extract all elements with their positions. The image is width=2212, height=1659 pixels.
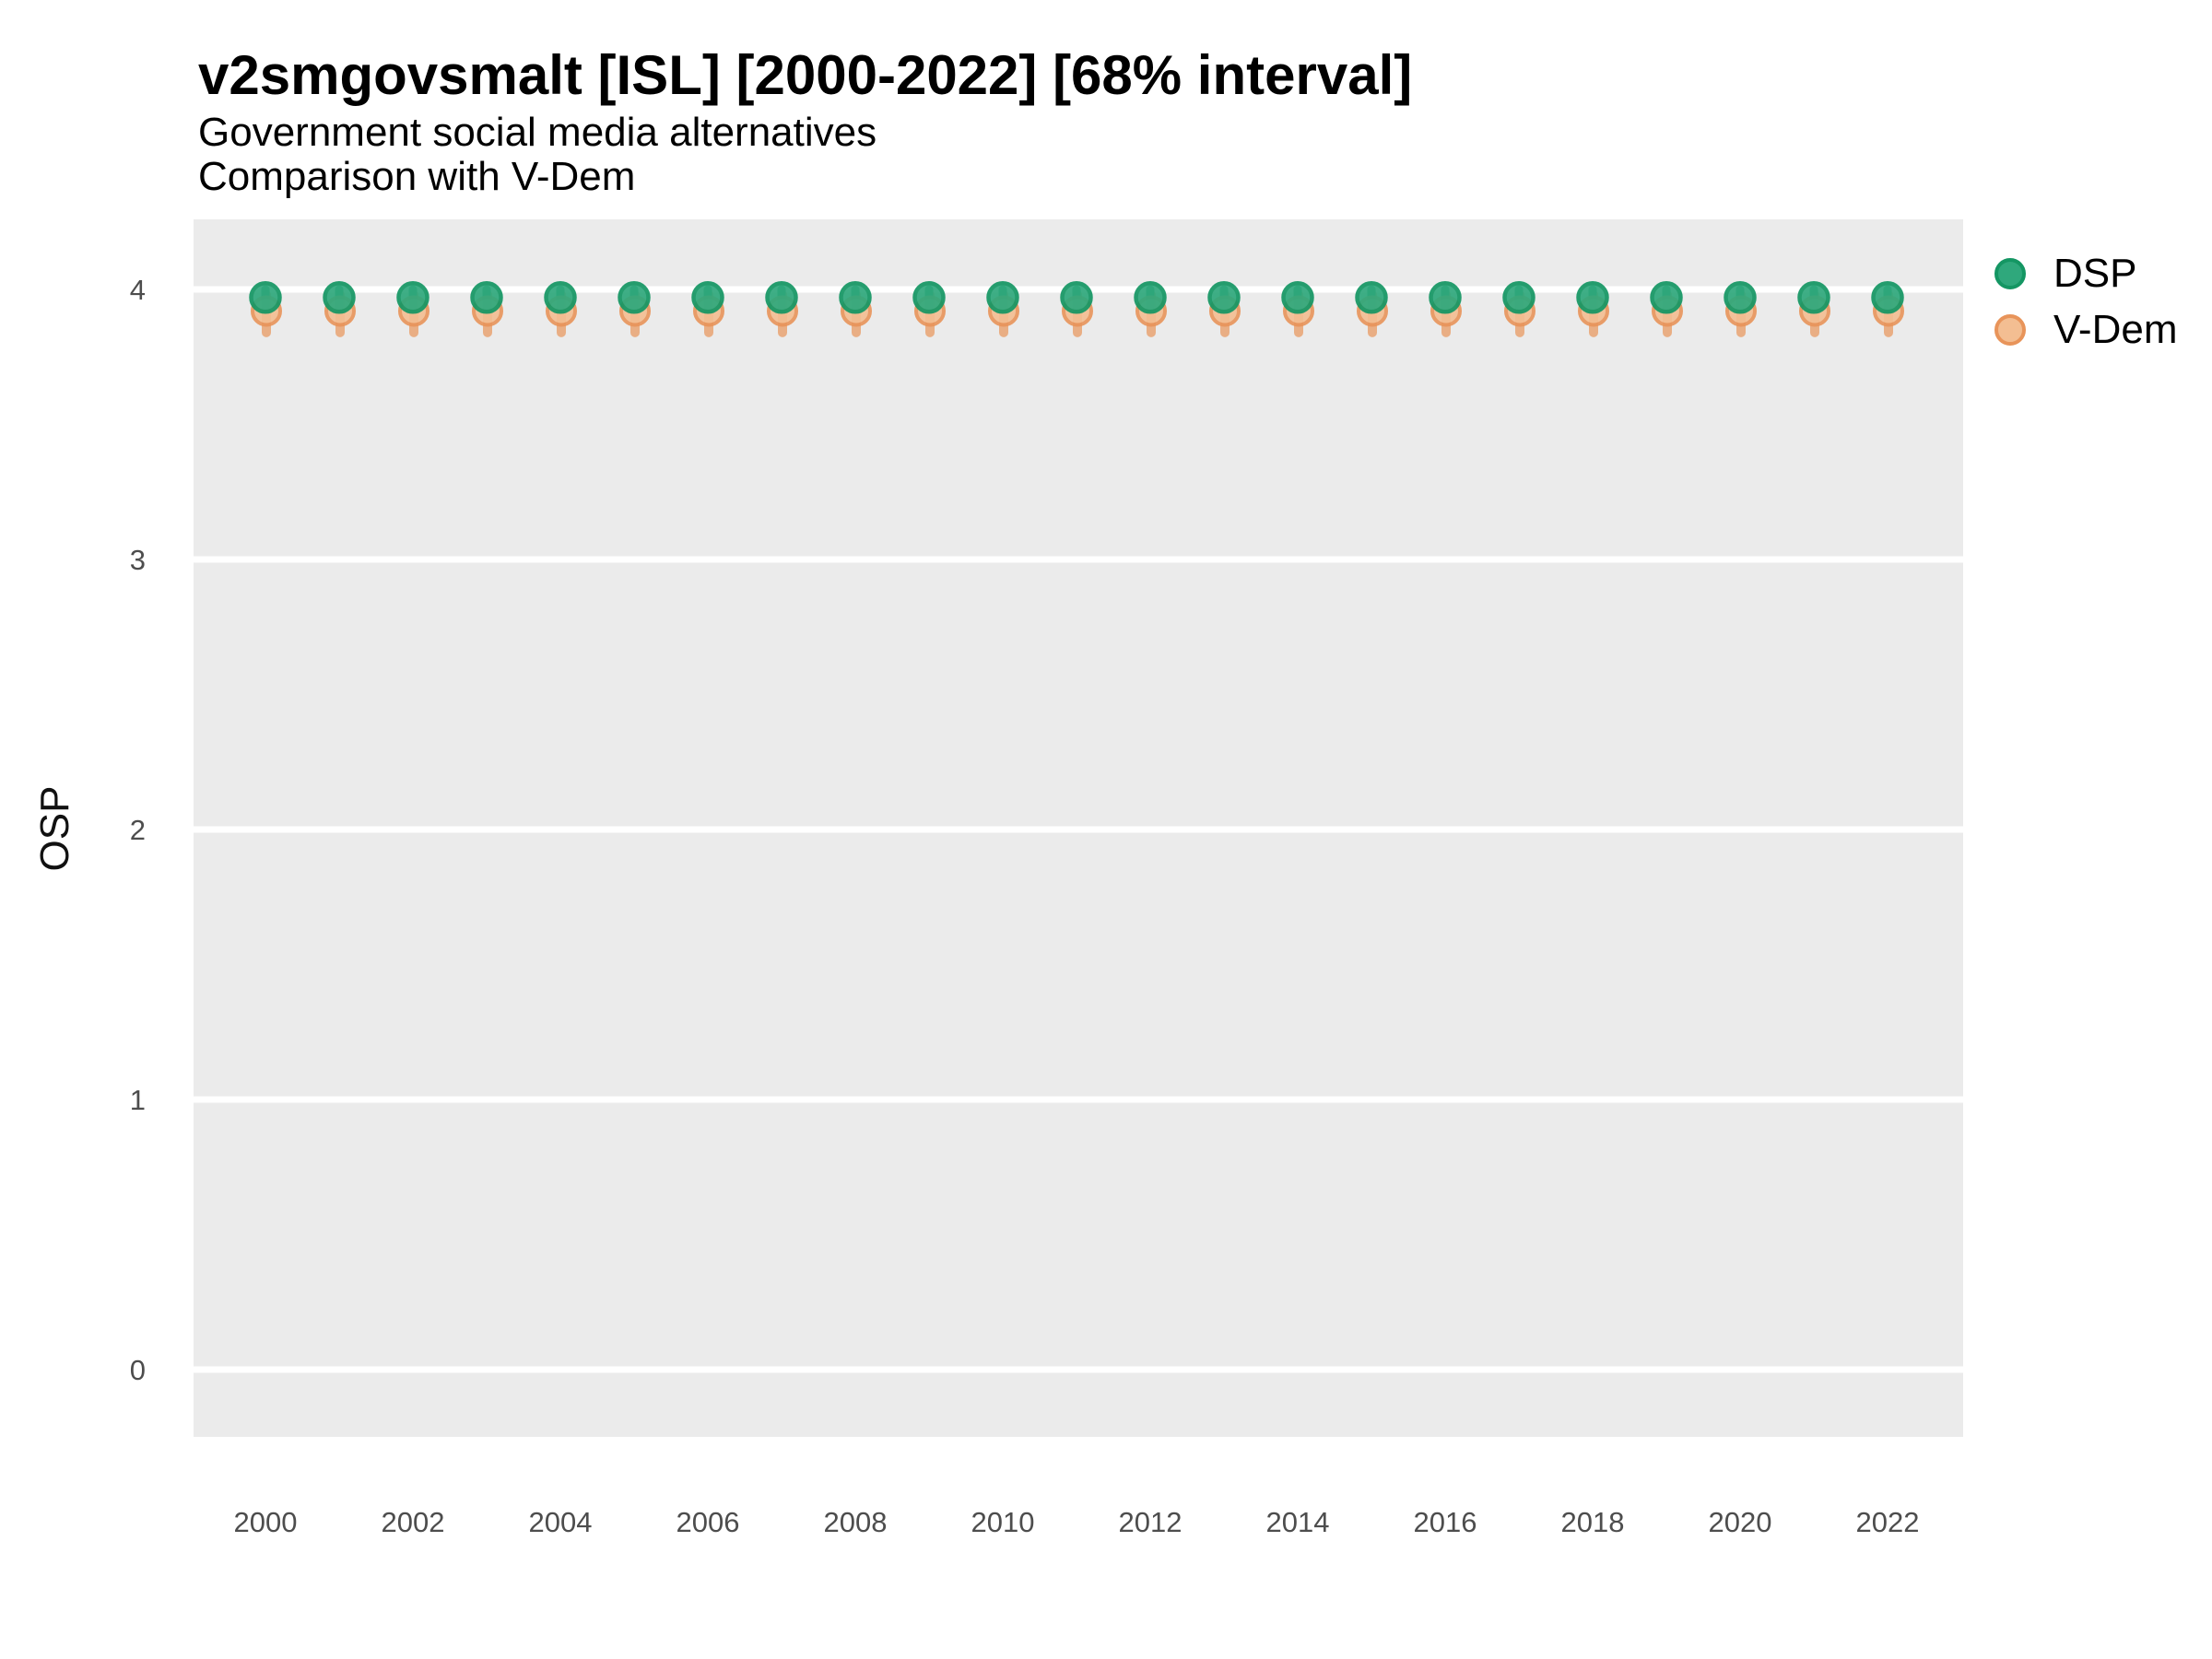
dsp-point: [618, 281, 651, 314]
x-tick-label: 2012: [1119, 1506, 1182, 1538]
dsp-point: [1134, 281, 1167, 314]
legend-label-vdem: V-Dem: [2053, 307, 2178, 352]
x-tick-label: 2022: [1856, 1506, 1920, 1538]
dsp-point: [470, 281, 503, 314]
dsp-point-icon: [1994, 258, 2026, 289]
dsp-point: [986, 281, 1019, 314]
dsp-point: [1281, 281, 1314, 314]
dsp-point: [1355, 281, 1388, 314]
y-tick-label: 4: [130, 274, 146, 306]
chart-subtitle-line1: Government social media alternatives: [198, 110, 877, 155]
dsp-point: [1502, 281, 1535, 314]
x-tick-label: 2002: [382, 1506, 445, 1538]
vdem-point-icon: [1994, 314, 2026, 346]
dsp-point: [691, 281, 724, 314]
y-tick-label: 2: [130, 814, 146, 846]
y-tick-label: 1: [130, 1084, 146, 1116]
dsp-point: [396, 281, 429, 314]
legend-label-dsp: DSP: [2053, 251, 2137, 296]
chart-title: v2smgovsmalt [ISL] [2000-2022] [68% inte…: [198, 44, 1413, 106]
dsp-point: [1060, 281, 1093, 314]
dsp-point: [1576, 281, 1609, 314]
x-tick-label: 2020: [1709, 1506, 1772, 1538]
dsp-point: [1429, 281, 1462, 314]
legend: DSP V-Dem: [1994, 251, 2178, 352]
x-tick-label: 2008: [824, 1506, 888, 1538]
x-tick-label: 2018: [1561, 1506, 1625, 1538]
legend-item-dsp: DSP: [1994, 251, 2177, 296]
x-tick-label: 2006: [677, 1506, 740, 1538]
legend-item-vdem: V-Dem: [1994, 307, 2178, 352]
dsp-point: [544, 281, 577, 314]
dsp-point: [839, 281, 872, 314]
y-tick-label: 3: [130, 544, 146, 576]
x-tick-label: 2010: [971, 1506, 1035, 1538]
y-tick-label: 0: [130, 1354, 146, 1386]
dsp-point: [765, 281, 798, 314]
x-tick-label: 2004: [529, 1506, 593, 1538]
dsp-point: [1207, 281, 1241, 314]
dsp-point: [912, 281, 946, 314]
chart-header: v2smgovsmalt [ISL] [2000-2022] [68% inte…: [198, 48, 1412, 103]
dsp-point: [249, 281, 282, 314]
x-tick-label: 2000: [234, 1506, 298, 1538]
chart-subtitles: Government social media alternatives Com…: [198, 111, 877, 199]
dsp-point: [1724, 281, 1757, 314]
dsp-point: [323, 281, 356, 314]
dsp-point: [1797, 281, 1830, 314]
x-tick-label: 2014: [1266, 1506, 1330, 1538]
x-tick-label: 2016: [1414, 1506, 1477, 1538]
chart-subtitle-line2: Comparison with V-Dem: [198, 154, 636, 199]
dsp-point: [1650, 281, 1683, 314]
dsp-point: [1871, 281, 1904, 314]
